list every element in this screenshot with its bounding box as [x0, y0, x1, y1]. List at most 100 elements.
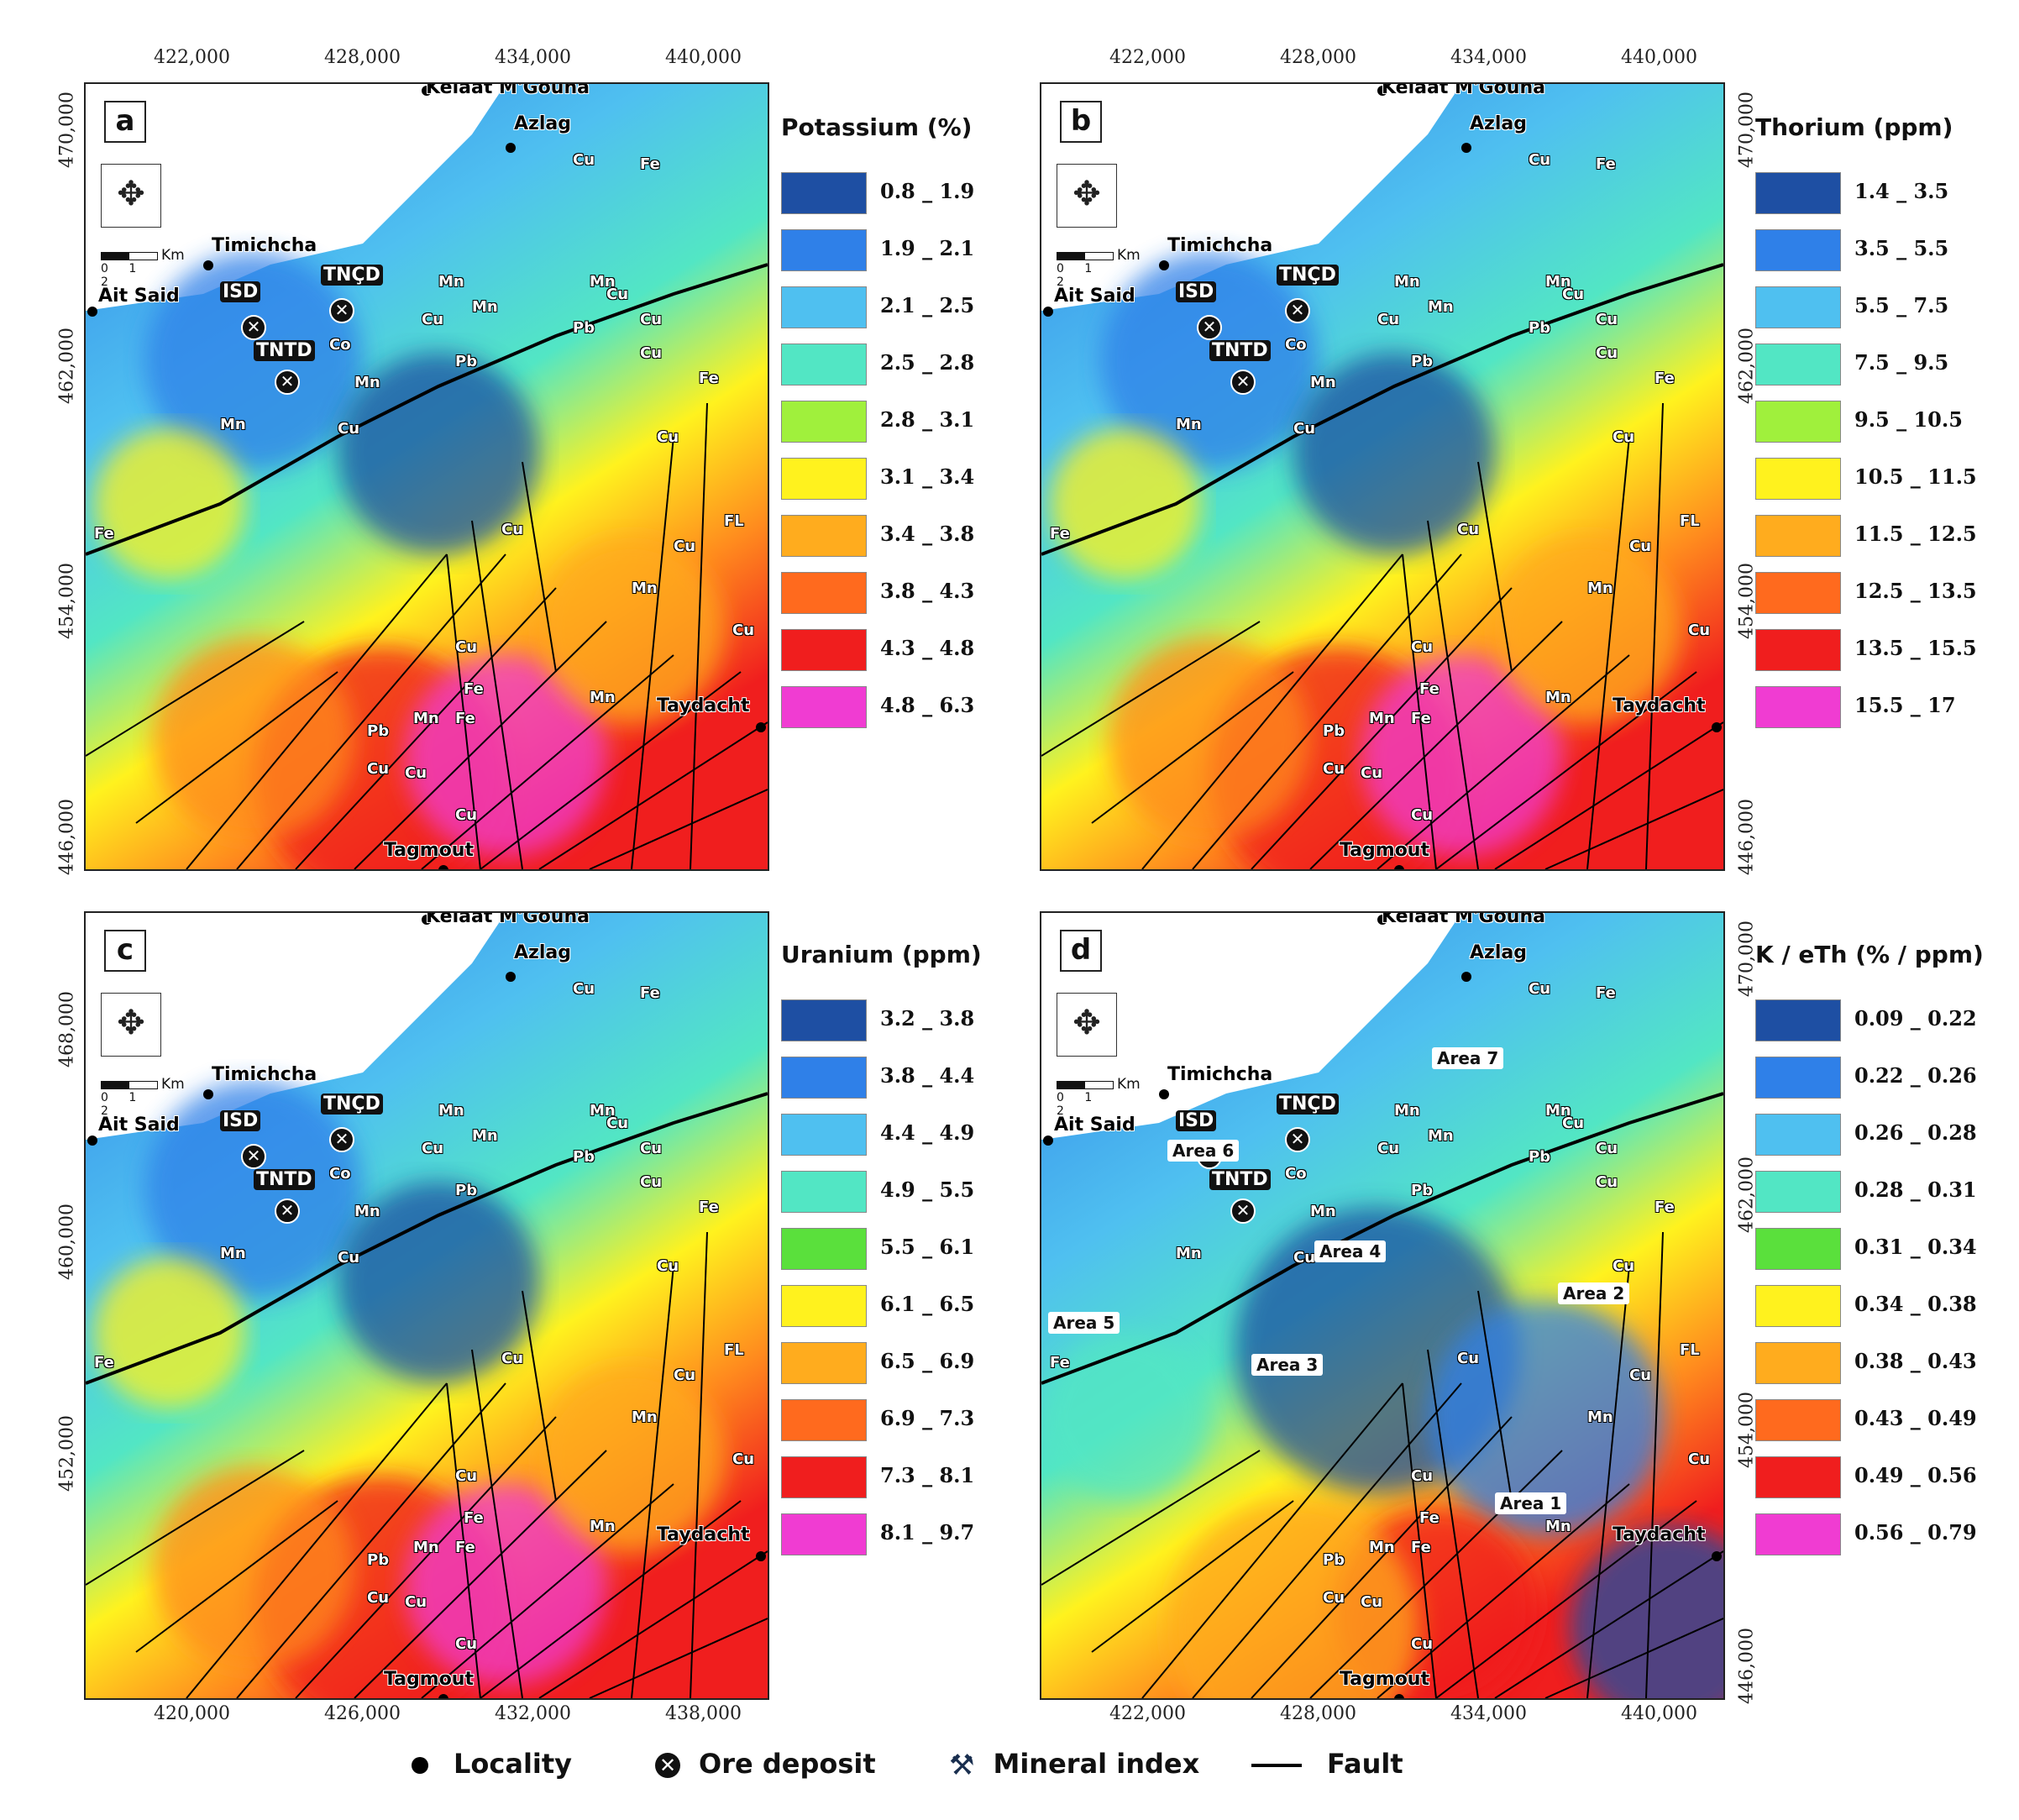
no-data-area [86, 913, 506, 1140]
legend-swatch [781, 172, 867, 214]
locality-kelaat: Kelâat M'Gouna [426, 911, 590, 927]
ore-deposit-icon: ✕ [1285, 298, 1310, 323]
mineral-index-label: Cu [367, 760, 390, 778]
fault-line [1141, 553, 1403, 869]
scale-numbers: 0 1 2 [101, 262, 145, 289]
mineral-index-label: Cu [1293, 420, 1316, 438]
fault-line [631, 1265, 674, 1698]
mineral-index-label: Cu [1529, 980, 1551, 998]
mineral-index-label: Pb [1411, 1182, 1434, 1199]
legend-ore-deposit: ✕ Ore deposit [655, 1743, 876, 1785]
mineral-index-label: Mn [632, 1408, 658, 1426]
legend-swatch [1755, 458, 1841, 500]
mineral-index-label: Co [329, 1165, 351, 1183]
mineral-index-label: Mn [1545, 1518, 1571, 1535]
deposit-tntd: TNTD [254, 340, 315, 361]
locality-kelaat: Kelâat M'Gouna [1382, 82, 1545, 98]
locality-dot-icon [1394, 865, 1404, 869]
mineral-index-label: FL [1680, 512, 1700, 530]
locality-tagmout: Tagmout [1340, 1669, 1429, 1690]
mineral-index-label: Cu [1323, 760, 1345, 778]
north-arrow-icon: ✥ [1057, 993, 1117, 1057]
legend-swatch [781, 286, 867, 328]
ore-deposit-icon: ✕ [241, 315, 266, 340]
legend-class-label: 6.9 _ 7.3 [880, 1406, 975, 1430]
mineral-index-label: Cu [1596, 311, 1618, 328]
x-tick-label: 434,000 [1450, 1703, 1528, 1724]
mineral-index-label: Cu [606, 1115, 629, 1132]
fault-line [1427, 1349, 1479, 1698]
locality-dot-icon [1159, 260, 1169, 270]
ore-deposit-icon: ✕ [241, 1144, 266, 1169]
legend-swatch [1755, 1171, 1841, 1213]
legend-swatch [1755, 1513, 1841, 1555]
fault-line [522, 461, 557, 673]
fault-line [1141, 1382, 1403, 1698]
y-tick-label: 452,000 [56, 1415, 78, 1492]
mineral-index-label: FL [724, 1341, 744, 1359]
panel-letter: b [1060, 101, 1102, 143]
mineral-index-label: Fe [1419, 680, 1440, 698]
legend-class-label: 6.1 _ 6.5 [880, 1292, 975, 1316]
legend-class-label: 0.26 _ 0.28 [1854, 1120, 1977, 1145]
mineral-index-label: Cu [732, 1450, 755, 1468]
locality-ait_said: Ait Said [1054, 286, 1135, 307]
legend-class-label: 0.34 _ 0.38 [1854, 1292, 1977, 1316]
legend-swatch [1755, 629, 1841, 671]
fault-line [471, 1349, 523, 1698]
mineral-index-label: Fe [1411, 1539, 1431, 1556]
x-tick-label: 420,000 [154, 1703, 231, 1724]
mineral-index-label: Mn [1176, 1245, 1202, 1262]
ore-deposit-icon: ✕ [1285, 1127, 1310, 1152]
locality-taydacht: Taydacht [657, 695, 750, 716]
north-arrow-icon: ✥ [101, 164, 161, 228]
y-tick-label: 446,000 [56, 798, 78, 875]
legend-ore-deposit-label: Ore deposit [699, 1748, 876, 1780]
legend-class-label: 0.49 _ 0.56 [1854, 1463, 1977, 1487]
mineral-index-label: Cu [732, 622, 755, 639]
legend-title: Thorium (ppm) [1755, 113, 1953, 141]
mineral-index-label: Mn [590, 1518, 616, 1535]
scale-numbers: 0 1 2 [1057, 262, 1101, 289]
legend-swatch [781, 572, 867, 614]
mineral-index-label: Pb [1323, 1551, 1345, 1569]
fault-line [480, 1500, 742, 1698]
fault-line [446, 1382, 481, 1698]
mineral-index-label: Cu [338, 420, 360, 438]
main-fault [1041, 1092, 1723, 1385]
legend-class-label: 0.09 _ 0.22 [1854, 1006, 1977, 1031]
locality-dot-icon [1712, 722, 1722, 732]
legend-class-label: 8.1 _ 9.7 [880, 1520, 975, 1545]
mineral-index-label: Cu [1411, 806, 1434, 824]
panel-letter: a [104, 101, 146, 143]
fault-line [1251, 1416, 1513, 1698]
mineral-index-label: Cu [1562, 1115, 1585, 1132]
x-tick-label: 440,000 [1621, 1703, 1698, 1724]
panel-letter: c [104, 930, 146, 972]
legend-swatch [1755, 572, 1841, 614]
anomaly-zone [1428, 1299, 1663, 1534]
mineral-index-label: Fe [1655, 1198, 1675, 1216]
deposit-isd: ISD [220, 281, 261, 302]
locality-dot-icon [1043, 307, 1053, 317]
y-tick-label: 446,000 [1736, 1627, 1758, 1704]
fault-line-icon [1251, 1764, 1302, 1767]
y-tick-label: 462,000 [1736, 1156, 1758, 1233]
legend-title: Potassium (%) [781, 113, 973, 141]
mineral-index-label: Fe [94, 1354, 114, 1372]
fault-line [1041, 1450, 1261, 1586]
legend-swatch [1755, 1342, 1841, 1384]
legend-locality: Locality [412, 1743, 572, 1785]
legend-swatch [781, 1228, 867, 1270]
legend-swatch [781, 999, 867, 1041]
mineral-index-label: Cu [1613, 428, 1635, 446]
mineral-index-label: Mn [1428, 1127, 1454, 1145]
fault-line [1645, 1231, 1664, 1698]
ore-deposit-icon: ✕ [1230, 1198, 1256, 1224]
locality-ait_said: Ait Said [98, 286, 180, 307]
mineral-index-label: Fe [455, 710, 475, 727]
fault-line [1645, 402, 1664, 869]
x-tick-label: 426,000 [324, 1703, 401, 1724]
legend-fault-label: Fault [1327, 1748, 1403, 1780]
legend-title: K / eTh (% / ppm) [1755, 941, 1984, 968]
